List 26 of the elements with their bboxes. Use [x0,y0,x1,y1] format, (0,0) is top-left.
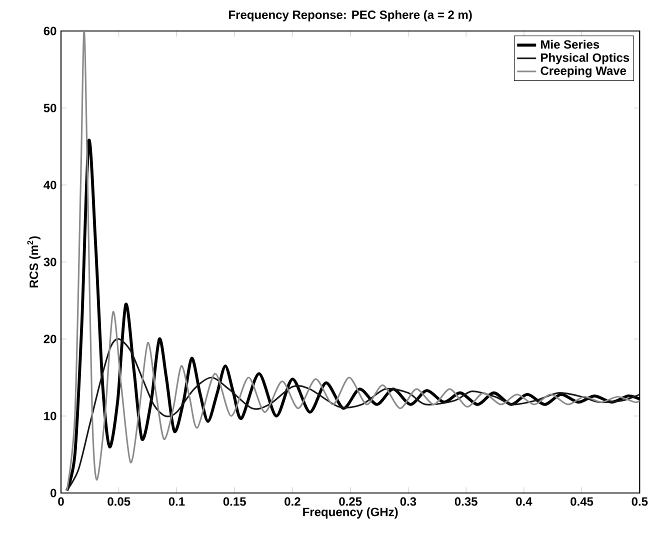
y-tick-label: 20 [44,334,56,344]
y-tick-label: 0 [50,488,56,498]
chart-title: Frequency Reponse: PEC Sphere (a = 2 m) [229,10,472,22]
legend-label: Physical Optics [541,53,630,64]
x-tick-label: 0.25 [339,497,362,506]
y-tick-label: 10 [44,412,56,420]
x-tick-label: 0.05 [108,497,130,506]
y-axis-title: RCS (m$^{2}$) [27,236,40,288]
x-tick-label: 0.15 [223,497,246,506]
y-tick-label: 50 [44,104,56,112]
legend-label: Mie Series [541,40,600,49]
x-tick-label: 0.3 [400,497,416,506]
x-tick-label: 0.1 [168,497,185,506]
x-tick-label: 0.5 [632,497,648,506]
x-tick-label: 0.35 [454,497,478,506]
y-tick-label: 30 [44,258,56,266]
x-tick-label: 0 [58,497,64,506]
x-axis-title: Frequency (GHz) [303,507,398,519]
x-tick-label: 0.45 [570,497,594,506]
line-series [66,30,640,492]
x-tick-label: 0.2 [284,497,300,506]
legend-label: Creeping Wave [540,66,626,78]
y-tick-label: 40 [44,180,56,190]
y-tick-label: 60 [44,26,56,36]
x-tick-label: 0.4 [516,497,532,506]
line-series [66,338,640,492]
